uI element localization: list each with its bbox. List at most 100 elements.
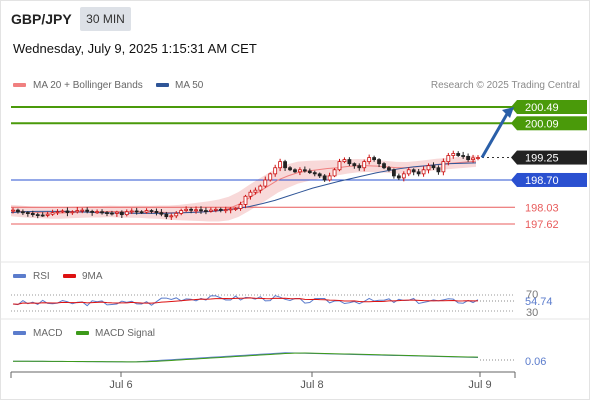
candle-body — [204, 210, 208, 212]
candle-body — [392, 169, 396, 177]
candle-body — [11, 209, 15, 212]
candle-body — [179, 210, 184, 214]
candle-body — [461, 155, 466, 157]
legend-rsi-label: RSI — [33, 271, 50, 282]
candle-body — [60, 210, 65, 213]
candle-body — [199, 209, 203, 212]
x-tick-label: Jul 6 — [109, 379, 132, 391]
rsi-tick-30: 30 — [526, 307, 538, 319]
ma50-swatch — [156, 83, 169, 87]
candle-body — [100, 211, 104, 214]
candle-body — [218, 208, 223, 211]
symbol-label: GBP/JPY — [11, 11, 72, 27]
legend-macd-label: MACD — [33, 328, 63, 339]
candle-body — [184, 208, 189, 211]
candle-body — [35, 214, 40, 217]
candle-body — [312, 172, 317, 175]
candle-body — [322, 175, 327, 181]
candle-body — [436, 167, 441, 173]
candle-body — [85, 209, 90, 212]
candle-body — [194, 209, 198, 212]
candle-body — [273, 167, 278, 175]
rsi-line — [12, 295, 479, 307]
price-tag-pointer — [511, 172, 517, 187]
candle-body — [95, 211, 99, 214]
legend-ma50: MA 50 — [156, 80, 203, 91]
x-tick-label: Jul 9 — [468, 379, 491, 391]
candle-body — [401, 173, 406, 179]
price-tag-pointer — [511, 116, 517, 131]
legend-ma20: MA 20 + Bollinger Bands — [13, 80, 143, 91]
candle-body — [441, 161, 446, 173]
price-label-200.09: 200.09 — [525, 118, 559, 130]
candle-body — [406, 169, 411, 175]
candle-body — [223, 209, 228, 212]
candle-body — [396, 175, 401, 179]
macd-signal-line — [12, 352, 479, 363]
price-tag-pointer — [511, 150, 517, 165]
candle-body — [327, 175, 332, 181]
candle-body — [159, 212, 164, 215]
candle-body — [233, 208, 238, 210]
ma50-line — [10, 162, 477, 214]
candle-body — [16, 209, 20, 213]
legend-macd-signal-label: MACD Signal — [95, 328, 156, 339]
price-label-198.70: 198.70 — [525, 175, 559, 187]
candle-body — [40, 214, 45, 217]
price-tag-200.09 — [517, 116, 587, 131]
candle-body — [25, 212, 30, 214]
candle-body — [119, 211, 124, 216]
price-tag-198.70 — [517, 172, 587, 187]
candle-body — [110, 212, 114, 215]
candle-body — [283, 161, 287, 169]
candle-body — [55, 211, 60, 214]
candle-body — [466, 155, 471, 160]
forecast-arrow-head — [502, 107, 514, 118]
candle-body — [169, 215, 174, 218]
candle-body — [471, 157, 475, 160]
candle-body — [243, 195, 248, 205]
candle-body — [332, 169, 337, 177]
price-tag-199.25 — [517, 150, 587, 165]
legend-macd: MACD — [13, 328, 62, 339]
candle-body — [139, 211, 144, 214]
candle-body — [298, 169, 302, 173]
candle-body — [416, 171, 421, 175]
candle-body — [337, 161, 342, 171]
candle-body — [20, 211, 25, 214]
legend-9ma-label: 9MA — [82, 271, 103, 282]
credit-text: Research © 2025 Trading Central — [430, 80, 580, 91]
candle-body — [253, 189, 258, 193]
timeframe-button[interactable]: 30 MIN — [80, 7, 131, 31]
candle-body — [307, 170, 312, 174]
ma20-swatch — [13, 83, 26, 87]
candle-body — [208, 209, 213, 212]
candle-body — [189, 208, 193, 211]
candle-body — [30, 213, 35, 216]
candle-body — [144, 210, 149, 213]
candle-body — [382, 163, 386, 169]
candle-body — [288, 167, 292, 171]
candle-body — [377, 159, 381, 165]
price-tag-200.49 — [517, 100, 587, 114]
macd-swatch — [13, 331, 26, 335]
price-label-198.03: 198.03 — [525, 202, 559, 214]
candle-body — [174, 213, 179, 217]
price-label-199.25: 199.25 — [525, 153, 559, 165]
candle-body — [352, 163, 357, 167]
candle-body — [357, 165, 362, 169]
rsi-last-value: 54.74 — [525, 296, 553, 308]
candle-body — [228, 208, 233, 211]
macd-line — [12, 352, 479, 363]
candle-body — [45, 213, 50, 216]
candle-body — [263, 179, 268, 187]
candle-body — [75, 210, 80, 213]
legend-rsi: RSI — [13, 271, 50, 282]
candle-body — [114, 211, 119, 214]
candle-body — [80, 209, 85, 212]
candle-body — [431, 165, 436, 169]
candle-body — [372, 157, 377, 160]
candle-body — [50, 212, 55, 215]
legend-macd-signal: MACD Signal — [76, 328, 155, 339]
